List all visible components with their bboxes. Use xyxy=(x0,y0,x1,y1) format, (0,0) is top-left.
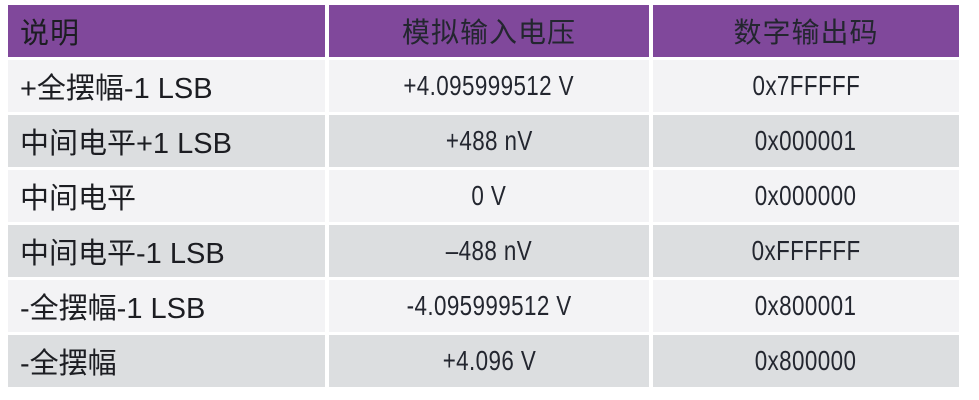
code-value: 0x7FFFFF xyxy=(752,70,860,101)
column-header-analog-input-voltage: 模拟输入电压 xyxy=(329,5,649,57)
description-text: 中间电平 xyxy=(20,183,137,215)
column-header-label: 说明 xyxy=(20,18,81,50)
code-cell: 0x800001 xyxy=(653,280,959,332)
column-header-label: 数字输出码 xyxy=(733,17,879,48)
voltage-value: +4.095999512 V xyxy=(403,70,575,101)
code-value: 0x800000 xyxy=(755,345,857,376)
code-value: 0x000001 xyxy=(755,125,857,156)
voltage-cell: -4.095999512 V xyxy=(329,280,649,332)
description-cell: -全摆幅-1 LSB xyxy=(8,280,325,332)
description-text: -全摆幅 xyxy=(20,348,117,380)
column-header-label: 模拟输入电压 xyxy=(401,17,576,48)
code-value: 0xFFFFFF xyxy=(751,235,861,266)
code-cell: 0x800000 xyxy=(653,335,959,387)
description-cell: 中间电平 xyxy=(8,170,325,222)
description-text: -全摆幅-1 LSB xyxy=(20,293,206,325)
code-cell: 0xFFFFFF xyxy=(653,225,959,277)
code-value: 0x000000 xyxy=(755,180,857,211)
voltage-value: 0 V xyxy=(471,180,507,211)
description-text: 中间电平-1 LSB xyxy=(20,238,225,270)
code-cell: 0x000001 xyxy=(653,115,959,167)
voltage-value: -4.095999512 V xyxy=(406,290,572,321)
description-text: 中间电平+1 LSB xyxy=(20,128,232,160)
voltage-cell: +488 nV xyxy=(329,115,649,167)
adc-code-table: 说明 模拟输入电压 数字输出码 +全摆幅-1 LSB +4.095999512 … xyxy=(8,5,959,387)
voltage-cell: +4.095999512 V xyxy=(329,60,649,112)
description-cell: 中间电平+1 LSB xyxy=(8,115,325,167)
description-cell: 中间电平-1 LSB xyxy=(8,225,325,277)
voltage-value: +4.096 V xyxy=(442,345,536,376)
description-text: +全摆幅-1 LSB xyxy=(20,73,213,105)
voltage-cell: –488 nV xyxy=(329,225,649,277)
column-header-description: 说明 xyxy=(8,5,325,57)
code-value: 0x800001 xyxy=(755,290,857,321)
code-cell: 0x000000 xyxy=(653,170,959,222)
description-cell: +全摆幅-1 LSB xyxy=(8,60,325,112)
voltage-cell: +4.096 V xyxy=(329,335,649,387)
voltage-cell: 0 V xyxy=(329,170,649,222)
voltage-value: –488 nV xyxy=(445,235,533,266)
code-cell: 0x7FFFFF xyxy=(653,60,959,112)
voltage-value: +488 nV xyxy=(445,125,533,156)
column-header-digital-output-code: 数字输出码 xyxy=(653,5,959,57)
description-cell: -全摆幅 xyxy=(8,335,325,387)
